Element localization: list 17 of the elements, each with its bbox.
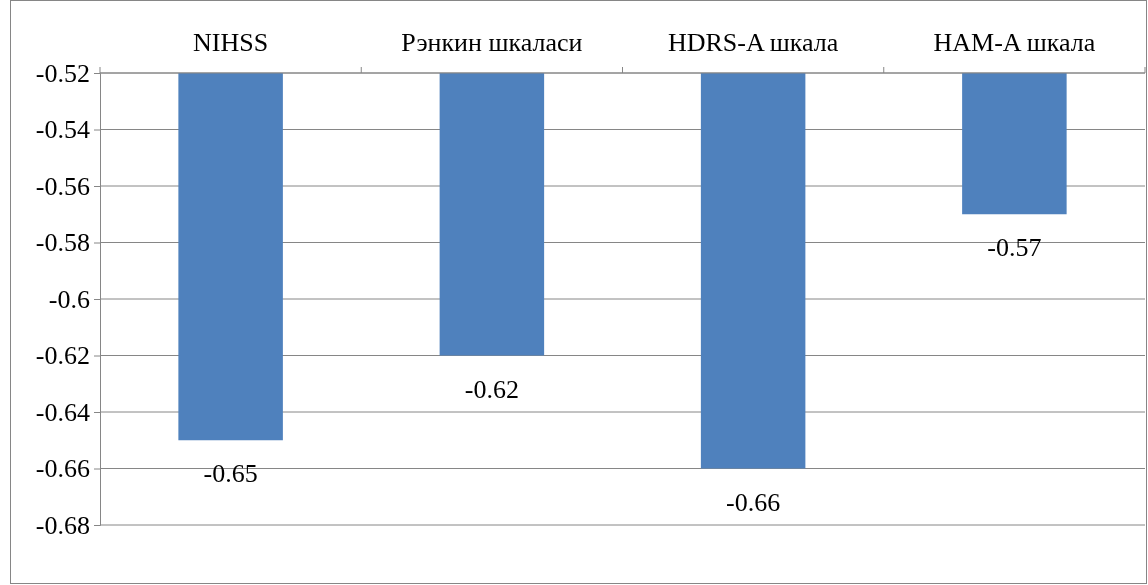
data-label: -0.65 — [203, 459, 258, 489]
x-tick-label: HAM-A шкала — [933, 28, 1096, 57]
y-tick-label: -0.54 — [35, 115, 90, 145]
y-tick-label: -0.6 — [48, 284, 90, 314]
y-tick-label: -0.56 — [35, 171, 90, 201]
x-tick-label: Рэнкин шкаласи — [401, 28, 583, 57]
data-label: -0.62 — [464, 374, 519, 404]
y-tick-label: -0.62 — [35, 341, 90, 371]
x-tick-label: HDRS-A шкала — [667, 28, 839, 57]
data-label: -0.66 — [726, 487, 781, 517]
y-tick-label: -0.68 — [35, 510, 90, 540]
y-tick-label: -0.66 — [35, 454, 90, 484]
data-label: -0.57 — [987, 233, 1042, 263]
x-tick-label: NIHSS — [193, 28, 269, 57]
y-tick-label: -0.64 — [35, 397, 90, 427]
y-tick-label: -0.58 — [35, 228, 90, 258]
y-tick-label: -0.52 — [35, 58, 90, 88]
